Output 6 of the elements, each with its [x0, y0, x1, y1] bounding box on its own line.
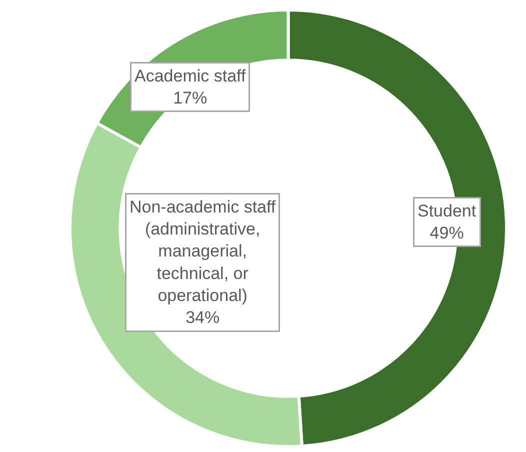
data-label: 17% — [173, 88, 208, 108]
slice-label: Academic staff — [134, 66, 246, 86]
slice-label: Student — [418, 202, 476, 220]
data-label: 49% — [430, 224, 464, 243]
slice-label: Non-academic staff (administrative, managerial, technical, or operational) — [130, 198, 276, 305]
data-label: 34% — [186, 308, 220, 327]
